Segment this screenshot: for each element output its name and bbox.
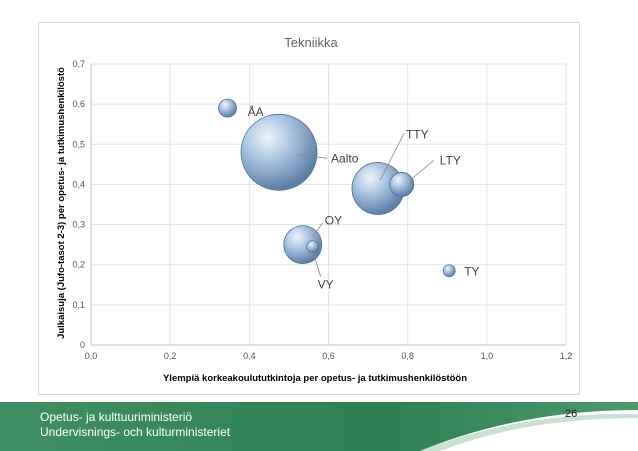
x-tick-label: 0,0 (85, 351, 98, 361)
label-leader-line (409, 160, 434, 181)
bubble-aalto (240, 113, 318, 191)
chart-frame: 0,0 0,2 0,4 0,6 0,8 1,0 1,2 0 0,1 0,2 0,3 0,4 0,5 0,6… (38, 22, 580, 395)
bubble-label-oy: OY (325, 214, 342, 228)
x-tick-label: 0,4 (243, 351, 256, 361)
y-tick-label: 0,4 (72, 179, 85, 189)
y-tick-label: 0,1 (72, 300, 85, 310)
x-tick-label: 0,6 (322, 351, 335, 361)
label-leader-line (296, 153, 328, 159)
page-number: 26 (565, 408, 578, 420)
bubble-label-åa: ÅA (248, 104, 264, 119)
x-tick-label: 1,0 (481, 351, 494, 361)
bubble-label-tty: TTY (406, 127, 429, 141)
y-axis-title: Julkaisuja (Jufo-tasot 2-3) per opetus- … (56, 67, 67, 339)
y-tick-label: 0,3 (72, 220, 85, 230)
x-tick-label: 0,8 (401, 351, 414, 361)
bubble-oy (283, 225, 323, 265)
bubble-chart: 0,0 0,2 0,4 0,6 0,8 1,0 1,2 0 0,1 0,2 0,3 0,4 0,5 0,6… (56, 35, 573, 384)
y-tick-label: 0,5 (72, 139, 85, 149)
bubble-label-ty: TY (464, 265, 479, 279)
bubble-label-aalto: Aalto (331, 151, 359, 165)
x-tick-label: 0,2 (164, 351, 177, 361)
ministry-name-swedish: Undervisnings- och kulturministeriet (40, 425, 231, 439)
y-tick-label: 0,2 (72, 260, 85, 270)
bubble-åa (218, 98, 237, 118)
bubble-label-vy: VY (318, 278, 334, 292)
label-leader-line (312, 250, 322, 277)
bubble-ty (442, 264, 456, 278)
bubble-vy (306, 240, 320, 254)
x-tick-label: 1,2 (560, 351, 573, 361)
y-tick-label: 0,7 (72, 59, 85, 69)
ministry-name-finnish: Opetus- ja kulttuuriministeriö (40, 410, 193, 424)
chart-title: Tekniikka (284, 35, 338, 50)
y-tick-label: 0,6 (72, 99, 85, 109)
label-leader-line (312, 222, 324, 237)
y-tick-label: 0 (80, 340, 85, 350)
label-leader-line (379, 133, 405, 181)
bubble-lty (389, 172, 415, 197)
x-axis-title: Ylempiä korkeakoulututkintoja per opetus… (163, 373, 467, 384)
bubble-label-lty: LTY (440, 153, 461, 167)
footer-band (0, 402, 638, 451)
